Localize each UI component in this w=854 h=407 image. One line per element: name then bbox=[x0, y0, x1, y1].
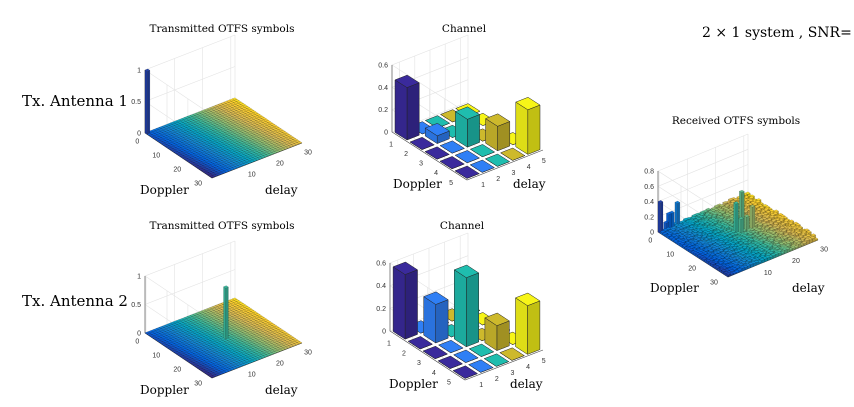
delay-tick-label: 30 bbox=[304, 150, 312, 157]
bar-face-side bbox=[144, 69, 148, 135]
bar bbox=[394, 74, 420, 141]
delay-tick-label: 4 bbox=[527, 164, 531, 171]
bar-face-side bbox=[394, 79, 408, 141]
system-annotation: 2 × 1 system , SNR= 4 dB bbox=[702, 25, 854, 41]
delay-axis-label: delay bbox=[513, 177, 546, 191]
delay-tick-label: 3 bbox=[512, 170, 516, 177]
bar-face-side bbox=[515, 101, 529, 155]
doppler-tick-label: 30 bbox=[194, 181, 202, 188]
row-label-antenna-1: Tx. Antenna 1 bbox=[22, 92, 128, 110]
bar-face-front bbox=[146, 70, 151, 135]
chart-title: Channel bbox=[442, 23, 487, 35]
chart-title: Transmitted OTFS symbols bbox=[150, 220, 295, 232]
bars bbox=[144, 68, 303, 179]
delay-tick-label: 20 bbox=[276, 160, 284, 167]
doppler-tick-label: 2 bbox=[404, 151, 408, 158]
z-tick-label: 1 bbox=[137, 68, 141, 75]
doppler-tick-label: 3 bbox=[419, 161, 423, 168]
bar bbox=[515, 97, 541, 155]
doppler-tick-label: 1 bbox=[389, 141, 393, 148]
delay-tick-label: 5 bbox=[542, 158, 546, 165]
doppler-tick-label: 20 bbox=[173, 167, 181, 174]
doppler-tick-label: 0 bbox=[135, 138, 139, 145]
bar-face-front bbox=[497, 121, 511, 152]
doppler-tick-label: 5 bbox=[449, 180, 453, 187]
bar bbox=[454, 106, 481, 148]
bar-face-front bbox=[406, 82, 420, 141]
bar bbox=[485, 113, 511, 152]
delay-tick-label: 2 bbox=[496, 176, 500, 183]
doppler-axis-label: Doppler bbox=[140, 183, 189, 197]
z-tick-label: 0.2 bbox=[378, 107, 388, 114]
bars bbox=[394, 74, 541, 179]
chart-tx1: Transmitted OTFS symbols00.5101020301020… bbox=[131, 23, 312, 197]
z-tick-label: 0.4 bbox=[378, 85, 388, 92]
delay-axis-label: delay bbox=[265, 183, 298, 197]
z-tick-label: 0.5 bbox=[131, 99, 141, 106]
delay-tick-label: 10 bbox=[248, 171, 256, 178]
z-tick-label: 0.6 bbox=[378, 63, 388, 70]
chart-tx2: Transmitted OTFS symbols00.5101020301020… bbox=[131, 220, 312, 397]
bar-face-front bbox=[527, 104, 541, 155]
z-tick-label: 0 bbox=[384, 130, 388, 137]
chart-title: Transmitted OTFS symbols bbox=[150, 23, 295, 35]
spike-bar bbox=[144, 68, 151, 135]
doppler-axis-label: Doppler bbox=[393, 177, 442, 191]
bar-face-front bbox=[467, 114, 480, 148]
doppler-tick-label: 10 bbox=[152, 152, 160, 159]
z-tick-label: 0 bbox=[137, 131, 141, 138]
row-label-antenna-2: Tx. Antenna 2 bbox=[22, 292, 128, 310]
delay-tick-label: 1 bbox=[481, 182, 485, 189]
